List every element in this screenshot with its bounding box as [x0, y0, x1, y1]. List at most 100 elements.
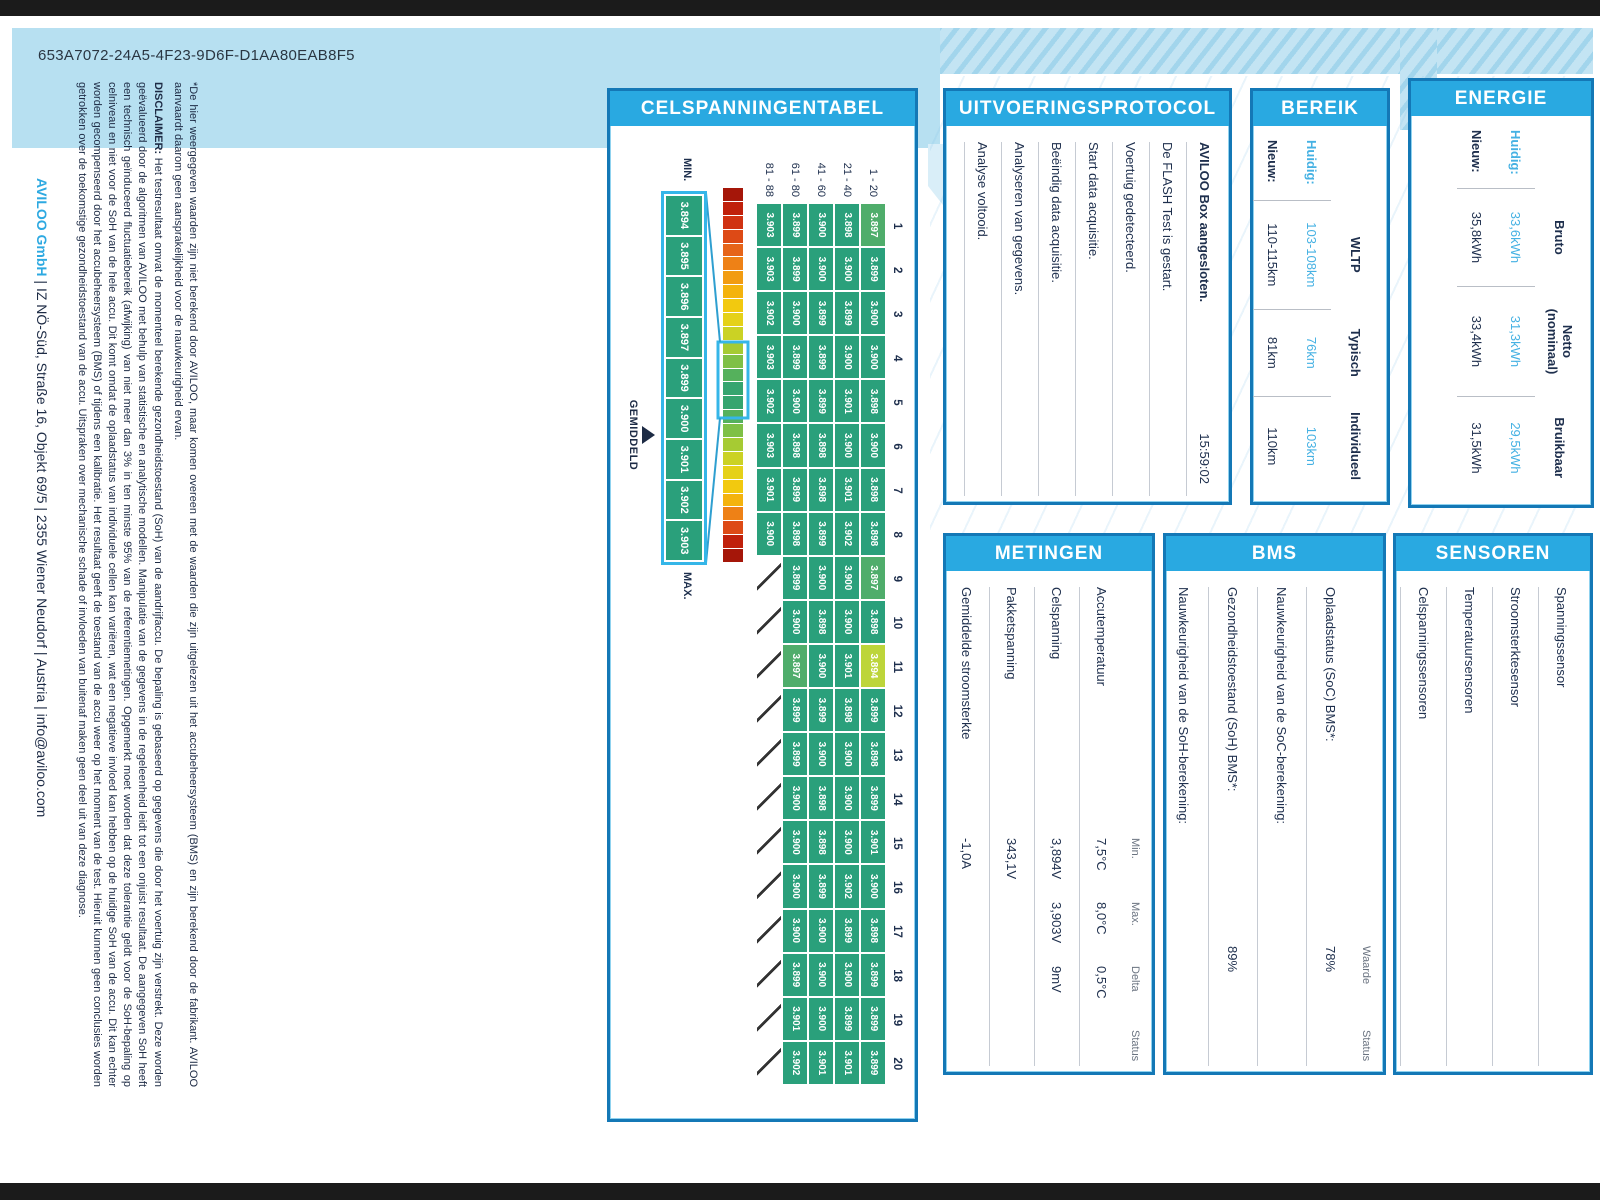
- cell-voltage: 3.900: [783, 600, 807, 643]
- protocol-step-label: Analyse voltooid.: [975, 142, 991, 241]
- check-icon: ✓: [1048, 494, 1066, 496]
- cell-voltage: 3.899: [861, 953, 885, 996]
- sensor-row: Celspanningssensoren ✓: [1400, 587, 1446, 1066]
- sensors-box: SENSOREN Spanningssensor✓Stroomsterktese…: [1393, 533, 1593, 1075]
- cell-voltage: 3.899: [783, 248, 807, 291]
- range-energy-table: WLTP Typisch Individueel Huidig: 103-108km 76…: [1253, 136, 1381, 496]
- column-header: Max.: [1129, 902, 1141, 926]
- column-header: Status: [1360, 1030, 1372, 1062]
- header-row: WLTP Typisch Individueel: [1331, 136, 1381, 496]
- data-value: 29,5kWh: [1496, 396, 1535, 499]
- scale-value: 3.895: [666, 236, 702, 276]
- check-icon: ✓: [1415, 1064, 1433, 1066]
- bms-title: BMS: [1166, 536, 1383, 571]
- cell-voltage: 3.894: [861, 644, 885, 688]
- cell-voltage: [757, 997, 781, 1040]
- disclaimer-note: *De hier weergegeven waarden zijn niet b…: [171, 82, 199, 1087]
- protocol-step-label: Analyseren van gegevens.: [1012, 142, 1028, 296]
- cell-voltage: 3.897: [861, 204, 885, 247]
- cell-voltage: [757, 865, 781, 908]
- scale-value: 3.899: [666, 358, 702, 398]
- row-label: Huidig:: [1304, 140, 1319, 185]
- cell-voltage: 3.899: [783, 733, 807, 776]
- energy-body: Bruto Netto (nominaal) Bruikbaar Huidig: 33,…: [1411, 116, 1591, 499]
- column-header: Min.: [1129, 838, 1141, 859]
- range-title: BEREIK: [1253, 91, 1387, 126]
- check-icon: ✓: [1273, 1030, 1291, 1066]
- sensors-body: Spanningssensor✓Stroomsterktesensor✓Temp…: [1396, 571, 1590, 1066]
- cell-voltage: 3.898: [861, 600, 885, 643]
- cell-voltage: 3.898: [783, 424, 807, 467]
- protocol-row: De FLASH Test is gestart. ✓: [1149, 142, 1186, 496]
- measurements-title: METINGEN: [946, 536, 1152, 571]
- cell-voltage: 3.900: [835, 953, 859, 996]
- cell-voltage: [757, 733, 781, 776]
- col-index-label: 10: [891, 616, 903, 630]
- column-header: WLTP: [1348, 236, 1364, 273]
- cell-voltage: 3.903: [757, 248, 781, 291]
- row-range-label: 81 - 88: [763, 162, 775, 197]
- column-header: Bruikbaar: [1552, 417, 1568, 479]
- bms-body: Waarde Status Oplaadstatus (SoC) BMS*: 78% N…: [1166, 571, 1383, 1066]
- average-marker-icon: [642, 426, 655, 444]
- cell-voltage: [757, 1041, 781, 1084]
- header-row: Bruto Netto (nominaal) Bruikbaar: [1535, 126, 1585, 499]
- bms-row: Nauwkeurigheid van de SoH-berekening: ✓: [1166, 587, 1208, 1066]
- cell-voltage: 3.898: [809, 600, 833, 643]
- cell-voltage-table-box: CELSPANNINGENTABEL 1 2 3 4 5 6 7 8 9 10 11 12 13 14 15…: [607, 88, 918, 1122]
- scale-magnifier-lines: [705, 192, 750, 564]
- cell-voltage: 3.899: [861, 777, 885, 820]
- header-band-striped: [940, 28, 1593, 74]
- measurement-row: Celspanning 3,894V 3,903V 9mV ✓: [1034, 587, 1079, 1066]
- company-name: AVILOO GmbH: [34, 178, 50, 277]
- range-box: BEREIK WLTP Typisch Individueel Huidig: 103-…: [1250, 88, 1390, 505]
- col-index-label: 14: [891, 792, 903, 806]
- bms-label: Oplaadstatus (SoC) BMS*:: [1323, 587, 1339, 742]
- measurement-delta: 0,5°C: [1094, 966, 1110, 999]
- scale-value: 3.897: [666, 318, 702, 357]
- cell-voltage: 3.899: [809, 336, 833, 379]
- protocol-step-label: Start data acquisitie.: [1086, 142, 1102, 260]
- cell-voltage-table-title: CELSPANNINGENTABEL: [610, 91, 915, 126]
- cell-voltage: 3.899: [835, 909, 859, 952]
- cell-voltage: 3.900: [809, 556, 833, 599]
- cell-voltage: 3.900: [783, 909, 807, 952]
- cell-voltage: 3.898: [809, 777, 833, 820]
- header-spacer: [1331, 136, 1381, 200]
- cell-voltage: 3.900: [757, 512, 781, 555]
- measurement-row: Gemiddelde stroomsterkte -1,0A: [946, 587, 989, 1066]
- scale-value: 3.896: [666, 277, 702, 317]
- energy-title: ENERGIE: [1411, 81, 1591, 116]
- table-row: 21 - 40 3.898 3.900 3.899 3.900 3.901 3.900 3.9…: [835, 148, 859, 1086]
- bms-row: Oplaadstatus (SoC) BMS*: 78%: [1306, 587, 1355, 1066]
- data-value: 31,3kWh: [1496, 286, 1535, 397]
- protocol-step-label: AVILOO Box aangesloten.: [1197, 142, 1213, 303]
- header-spacer: [1535, 126, 1585, 189]
- energy-table: Bruto Netto (nominaal) Bruikbaar Huidig: 33,…: [1411, 116, 1585, 499]
- column-header: Delta: [1129, 966, 1141, 992]
- col-index-label: 3: [891, 311, 903, 318]
- cell-voltage: 3.901: [757, 468, 781, 511]
- data-row: Nieuw: 35,8kWh 33,4kWh 31,5kWh: [1457, 126, 1496, 499]
- cell-voltage: 3.899: [835, 997, 859, 1040]
- cell-voltage: 3.900: [809, 909, 833, 952]
- scale-min-label: MIN.: [681, 158, 693, 182]
- check-icon: ✓: [1507, 1064, 1525, 1066]
- report-uuid: 653A7072-24A5-4F23-9D6F-D1AA80EAB8F5: [38, 47, 355, 64]
- cell-voltage: 3.898: [809, 821, 833, 864]
- row-label: Nieuw:: [1469, 130, 1484, 173]
- cell-voltage: 3.900: [835, 556, 859, 599]
- row-label: Huidig:: [1508, 130, 1523, 175]
- bms-row: Gezondheidstoestand (SoH) BMS*: 89%: [1208, 587, 1257, 1066]
- cell-voltage: 3.898: [861, 909, 885, 952]
- measurement-max: 8,0°C: [1094, 902, 1110, 935]
- cell-voltage-table-body: 1 2 3 4 5 6 7 8 9 10 11 12 13 14 15 16 17 18 19 20 1 - 20 3.…: [610, 126, 915, 1113]
- check-icon: ✓: [1159, 494, 1177, 496]
- cell-voltage: [757, 821, 781, 864]
- data-value: 103km: [1292, 396, 1331, 496]
- check-icon: ✓: [974, 494, 992, 496]
- cell-voltage: 3.901: [783, 997, 807, 1040]
- disclaimer-body: Het testresultaat omvat de momenteel ber…: [75, 82, 164, 1087]
- cell-voltage: 3.903: [757, 336, 781, 379]
- cell-voltage: 3.900: [861, 336, 885, 379]
